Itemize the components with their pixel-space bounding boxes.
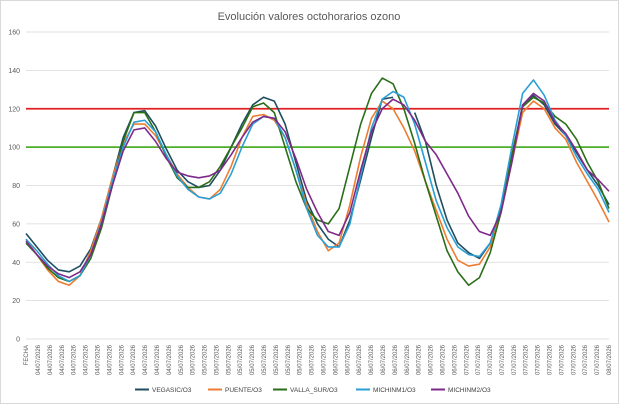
x-tick-label: 04/07/2026 (95, 344, 101, 375)
x-tick-label: 06/07/2026 (417, 344, 423, 375)
x-tick-label: 05/07/2026 (274, 344, 280, 375)
x-tick-label: 07/07/2026 (548, 344, 554, 375)
x-tick-label: 07/07/2026 (559, 344, 565, 375)
x-tick-label: 06/07/2026 (369, 344, 375, 375)
series-line-valla-sur-o3 (25, 77, 610, 287)
legend-label: PUENTE/O3 (225, 387, 262, 394)
x-tick-label: 05/07/2026 (238, 344, 244, 375)
x-tick-label: 04/07/2026 (167, 344, 173, 375)
x-tick-label: 05/07/2026 (310, 344, 316, 375)
x-tick-label: 04/07/2026 (84, 344, 90, 375)
x-tick-label: 07/07/2026 (500, 344, 506, 375)
x-tick-label: 05/07/2026 (191, 344, 197, 375)
x-tick-label: 06/07/2026 (429, 344, 435, 375)
legend-label: VEGASIC/O3 (152, 387, 192, 394)
x-tick-label: 06/07/2026 (345, 344, 351, 375)
x-tick-label: 07/07/2026 (536, 344, 542, 375)
y-tick-label: 40 (12, 260, 20, 267)
x-tick-label: 05/07/2026 (250, 344, 256, 375)
legend-label: MICHINM1/O3 (373, 387, 416, 394)
x-tick-label: 07/07/2026 (524, 344, 530, 375)
y-tick-label: 80 (12, 183, 20, 190)
x-tick-label: 06/07/2026 (393, 344, 399, 375)
series-line-michinm2-o3 (25, 92, 610, 279)
gridlines (26, 31, 609, 340)
series-lines (25, 77, 610, 287)
x-tick-label: 07/07/2026 (464, 344, 470, 375)
x-tick-label: 04/07/2026 (131, 344, 137, 375)
x-tick-label: 04/07/2026 (48, 344, 54, 375)
chart-title: Evolución valores octohorarios ozono (218, 11, 401, 23)
x-tick-label: 05/07/2026 (286, 344, 292, 375)
legend: VEGASIC/O3 PUENTE/O3 VALLA_SUR/O3 MICHINM1/… (135, 387, 491, 394)
y-tick-label: 100 (8, 145, 20, 152)
x-tick-label: 05/07/2026 (203, 344, 209, 375)
x-tick-label: 07/07/2026 (512, 344, 518, 375)
x-tick-label: 07/07/2026 (583, 344, 589, 375)
legend-label: VALLA_SUR/O3 (290, 387, 338, 394)
x-tick-label: 05/07/2026 (262, 344, 268, 375)
series-line-michinm1-o3 (25, 79, 610, 283)
x-tick-label: 04/07/2026 (36, 344, 42, 375)
x-tick-label: 04/07/2026 (72, 344, 78, 375)
x-tick-label: 05/07/2026 (298, 344, 304, 375)
x-tick-label: 06/07/2026 (440, 344, 446, 375)
x-tick-label: 05/07/2026 (179, 344, 185, 375)
x-tick-label: 06/07/2026 (322, 344, 328, 375)
y-tick-label: 60 (12, 221, 20, 228)
x-tick-label: 04/07/2026 (60, 344, 66, 375)
y-tick-label: 160 (8, 30, 20, 37)
x-tick-label: 05/07/2026 (226, 344, 232, 375)
x-tick-label: 06/07/2026 (333, 344, 339, 375)
y-tick-label: 0 (16, 337, 20, 344)
x-tick-label: 06/07/2026 (405, 344, 411, 375)
x-tick-label: 06/07/2026 (381, 344, 387, 375)
x-tick-label: 06/07/2026 (357, 344, 363, 375)
legend-label: MICHINM2/O3 (448, 387, 491, 394)
x-tick-label: FECHA (24, 345, 30, 365)
x-tick-label: 04/07/2026 (155, 344, 161, 375)
x-tick-label: 07/07/2026 (571, 344, 577, 375)
x-tick-label: 08/07/2026 (607, 344, 613, 375)
x-tick-label: 06/07/2026 (452, 344, 458, 375)
x-axis: FECHA 04/07/2026 04/07/2026 04/07/2026 04/07… (24, 344, 613, 375)
y-tick-label: 140 (8, 68, 20, 75)
x-tick-label: 07/07/2026 (595, 344, 601, 375)
x-tick-label: 07/07/2026 (488, 344, 494, 375)
x-tick-label: 04/07/2026 (107, 344, 113, 375)
series-line-puente-o3 (25, 100, 610, 287)
x-tick-label: 05/07/2026 (214, 344, 220, 375)
y-axis: 0 20 40 60 80 100 120 140 160 (8, 30, 20, 344)
x-tick-label: 04/07/2026 (143, 344, 149, 375)
y-tick-label: 20 (12, 298, 20, 305)
x-tick-label: 07/07/2026 (476, 344, 482, 375)
y-tick-label: 120 (8, 106, 20, 113)
x-tick-label: 04/07/2026 (119, 344, 125, 375)
